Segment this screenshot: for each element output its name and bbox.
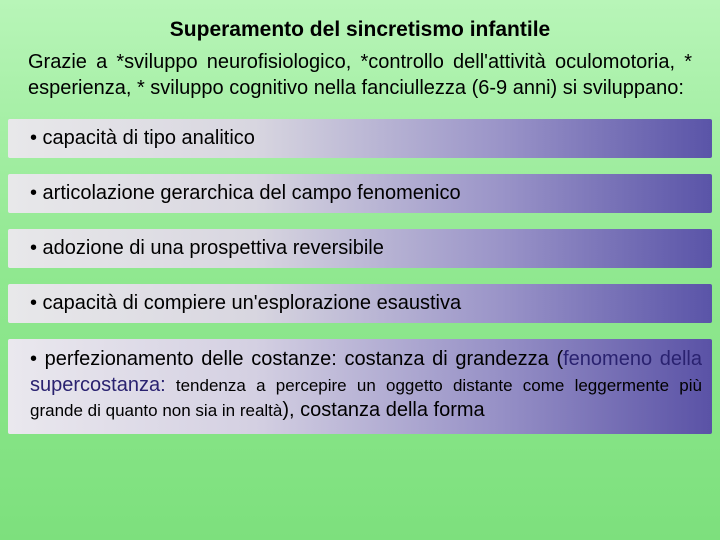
bullet-item-4: • capacità di compiere un'esplorazione e… — [8, 284, 712, 323]
final-tail: ), costanza della forma — [282, 399, 484, 421]
bullet-item-1: • capacità di tipo analitico — [8, 119, 712, 158]
intro-paragraph: Grazie a *sviluppo neurofisiologico, *co… — [28, 50, 692, 101]
slide: Superamento del sincretismo infantile Gr… — [0, 0, 720, 540]
bullet-item-3: • adozione di una prospettiva reversibil… — [8, 229, 712, 268]
bullet-item-2: • articolazione gerarchica del campo fen… — [8, 174, 712, 213]
final-paragraph: • perfezionamento delle costanze: costan… — [8, 339, 712, 434]
slide-title: Superamento del sincretismo infantile — [28, 18, 692, 42]
final-lead: • perfezionamento delle costanze: costan… — [30, 348, 563, 370]
